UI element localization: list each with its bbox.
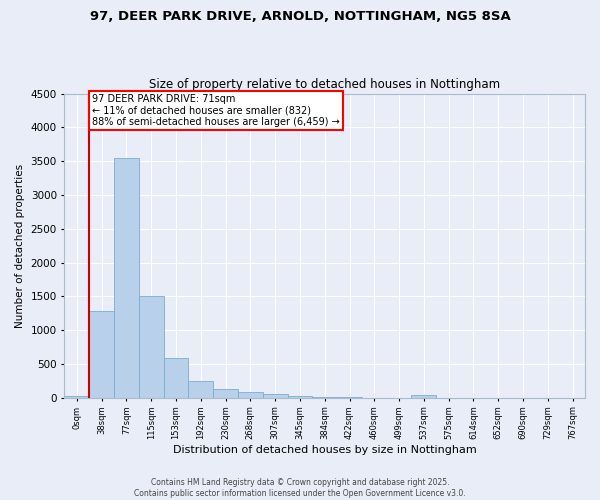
- Bar: [287, 396, 313, 398]
- Text: 97, DEER PARK DRIVE, ARNOLD, NOTTINGHAM, NG5 8SA: 97, DEER PARK DRIVE, ARNOLD, NOTTINGHAM,…: [89, 10, 511, 23]
- Text: 97 DEER PARK DRIVE: 71sqm
← 11% of detached houses are smaller (832)
88% of semi: 97 DEER PARK DRIVE: 71sqm ← 11% of detac…: [92, 94, 340, 128]
- Bar: [89, 312, 114, 398]
- Bar: [238, 392, 263, 398]
- Title: Size of property relative to detached houses in Nottingham: Size of property relative to detached ho…: [149, 78, 500, 91]
- Bar: [263, 394, 287, 398]
- Bar: [114, 158, 139, 398]
- Bar: [412, 396, 436, 398]
- Text: Contains HM Land Registry data © Crown copyright and database right 2025.
Contai: Contains HM Land Registry data © Crown c…: [134, 478, 466, 498]
- Bar: [313, 397, 337, 398]
- Bar: [64, 396, 89, 398]
- Bar: [213, 388, 238, 398]
- Y-axis label: Number of detached properties: Number of detached properties: [15, 164, 25, 328]
- Bar: [139, 296, 164, 398]
- Bar: [164, 358, 188, 398]
- Bar: [188, 381, 213, 398]
- X-axis label: Distribution of detached houses by size in Nottingham: Distribution of detached houses by size …: [173, 445, 476, 455]
